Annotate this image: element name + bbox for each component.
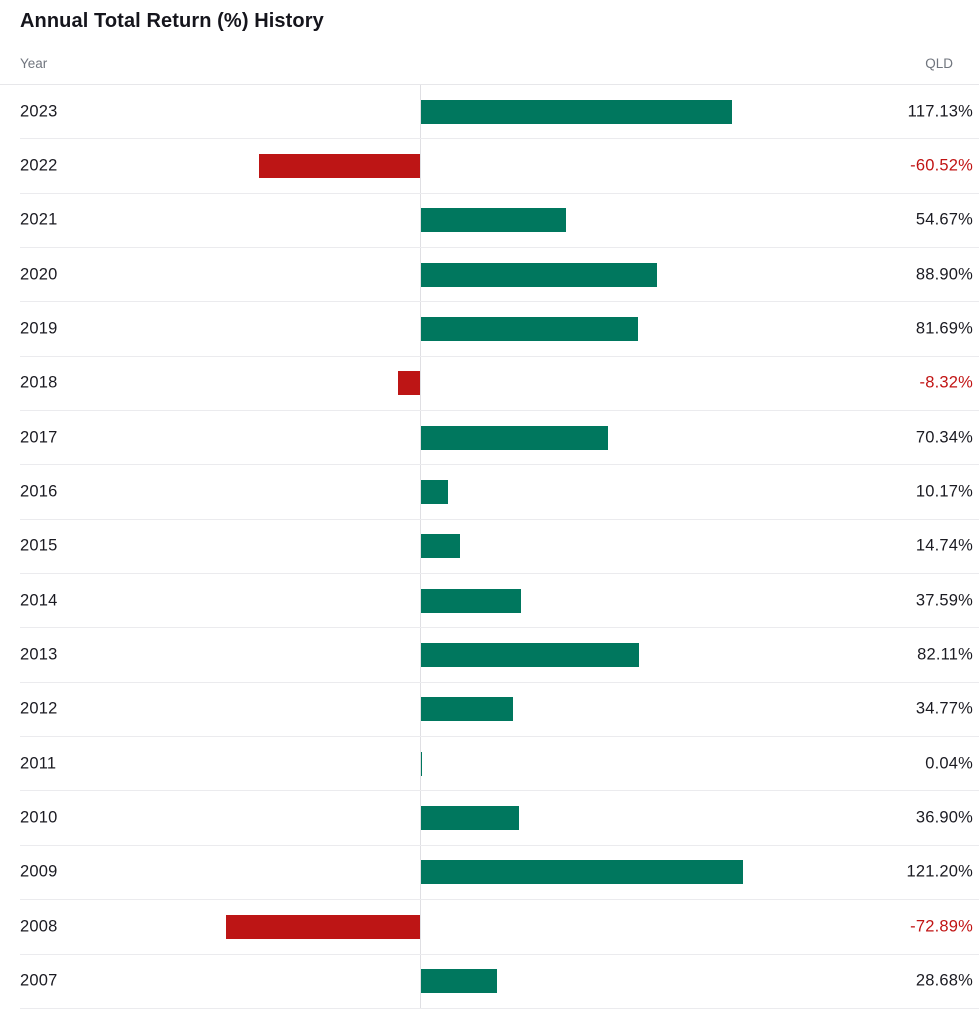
year-label: 2013 [20, 645, 58, 664]
year-label: 2019 [20, 319, 58, 338]
return-bar [421, 99, 733, 124]
year-label: 2016 [20, 482, 58, 501]
year-label: 2023 [20, 102, 58, 121]
return-bar [421, 806, 520, 831]
table-row: 2009 121.20% [20, 846, 979, 901]
chart-rows: 2023 117.13% 2022 -60.52% 2021 54.67% 2020 88.9… [0, 84, 979, 1009]
year-label: 2009 [20, 862, 58, 881]
return-value: 37.59% [915, 591, 973, 610]
table-row: 2016 10.17% [20, 465, 979, 520]
table-row: 2023 117.13% [20, 85, 979, 140]
column-header-row: Year QLD [0, 0, 979, 84]
return-value: 121.20% [906, 862, 973, 881]
return-value: 28.68% [915, 971, 973, 990]
return-value: -72.89% [910, 917, 973, 936]
return-bar [421, 860, 744, 885]
return-value: 88.90% [915, 265, 973, 284]
fund-column-header: QLD [925, 56, 953, 71]
table-row: 2014 37.59% [20, 574, 979, 629]
return-value: 70.34% [915, 428, 973, 447]
return-value: 14.74% [915, 536, 973, 555]
return-value: -8.32% [919, 373, 973, 392]
table-row: 2008 -72.89% [20, 900, 979, 955]
table-row: 2012 34.77% [20, 683, 979, 738]
return-bar [421, 588, 521, 613]
return-bar [421, 317, 639, 342]
table-row: 2021 54.67% [20, 194, 979, 249]
table-row: 2019 81.69% [20, 302, 979, 357]
return-bar [421, 425, 608, 450]
year-label: 2022 [20, 156, 58, 175]
return-value: 0.04% [925, 754, 973, 773]
return-value: -60.52% [910, 156, 973, 175]
year-label: 2014 [20, 591, 58, 610]
table-row: 2007 28.68% [20, 955, 979, 1009]
return-value: 10.17% [915, 482, 973, 501]
table-row: 2015 14.74% [20, 520, 979, 575]
table-row: 2018 -8.32% [20, 357, 979, 412]
year-column-header: Year [20, 56, 48, 71]
return-bar [421, 697, 514, 722]
year-label: 2010 [20, 808, 58, 827]
table-row: 2013 82.11% [20, 628, 979, 683]
year-label: 2015 [20, 536, 58, 555]
return-value: 34.77% [915, 699, 973, 718]
return-value: 81.69% [915, 319, 973, 338]
table-row: 2011 0.04% [20, 737, 979, 792]
year-label: 2011 [20, 754, 57, 773]
year-label: 2008 [20, 917, 58, 936]
return-bar [226, 914, 420, 939]
year-label: 2018 [20, 373, 58, 392]
return-value: 54.67% [915, 210, 973, 229]
chart-title: Annual Total Return (%) History [20, 10, 324, 32]
table-row: 2010 36.90% [20, 791, 979, 846]
year-label: 2020 [20, 265, 58, 284]
return-bar [421, 534, 461, 559]
year-label: 2012 [20, 699, 58, 718]
return-value: 82.11% [917, 645, 973, 664]
return-bar [397, 371, 420, 396]
table-row: 2017 70.34% [20, 411, 979, 466]
return-bar [421, 262, 658, 287]
year-label: 2017 [20, 428, 58, 447]
return-bar [421, 208, 567, 233]
year-label: 2007 [20, 971, 58, 990]
return-bar [421, 643, 640, 668]
return-bar [421, 969, 498, 994]
return-bar [259, 154, 420, 179]
zero-baseline [420, 85, 421, 1009]
year-label: 2021 [20, 210, 58, 229]
return-bar [421, 480, 449, 505]
return-value: 117.13% [907, 102, 973, 121]
table-row: 2022 -60.52% [20, 139, 979, 194]
table-row: 2020 88.90% [20, 248, 979, 303]
return-value: 36.90% [915, 808, 973, 827]
